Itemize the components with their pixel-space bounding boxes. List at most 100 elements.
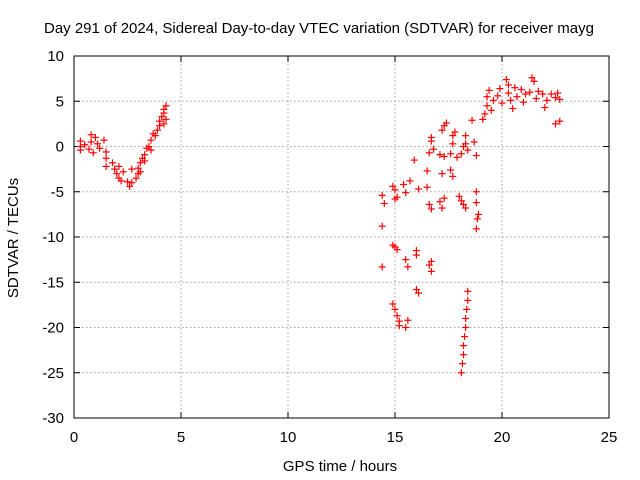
data-point bbox=[459, 342, 467, 350]
data-point bbox=[472, 152, 480, 160]
data-point bbox=[94, 140, 102, 148]
data-point bbox=[427, 257, 435, 265]
data-point bbox=[389, 182, 397, 190]
data-point bbox=[528, 74, 536, 82]
x-tick-label: 10 bbox=[280, 429, 297, 446]
data-point bbox=[464, 146, 472, 154]
data-point bbox=[427, 133, 435, 141]
data-point bbox=[539, 90, 547, 98]
data-point bbox=[430, 145, 438, 153]
data-point bbox=[160, 120, 168, 128]
y-tick-label: 5 bbox=[56, 93, 64, 110]
data-point bbox=[378, 263, 386, 271]
data-point bbox=[453, 153, 461, 161]
data-point bbox=[391, 305, 399, 313]
data-point bbox=[400, 181, 408, 189]
data-point bbox=[504, 81, 512, 89]
data-point bbox=[509, 104, 517, 112]
data-point bbox=[391, 186, 399, 194]
data-point bbox=[425, 149, 433, 157]
data-point bbox=[378, 222, 386, 230]
grid bbox=[74, 56, 609, 418]
data-point bbox=[113, 170, 121, 178]
data-point bbox=[427, 205, 435, 213]
data-point bbox=[522, 90, 530, 98]
data-point bbox=[162, 115, 170, 123]
data-point bbox=[410, 156, 418, 164]
data-point bbox=[483, 102, 491, 110]
data-point bbox=[470, 138, 478, 146]
data-point bbox=[507, 96, 515, 104]
data-point bbox=[462, 314, 470, 322]
data-point bbox=[412, 251, 420, 259]
data-point bbox=[513, 93, 521, 101]
axis-ticks: 0 5 10 15 20 25 10 5 0 -5 -10 -15 -20 -25 -30 bbox=[42, 48, 617, 446]
data-point bbox=[487, 106, 495, 114]
data-point bbox=[128, 179, 136, 187]
data-point bbox=[526, 88, 534, 96]
data-point bbox=[406, 177, 414, 185]
data-point bbox=[473, 215, 481, 223]
data-point bbox=[556, 95, 564, 103]
data-point bbox=[117, 177, 125, 185]
data-point bbox=[136, 159, 144, 167]
data-point bbox=[147, 136, 155, 144]
data-point bbox=[498, 99, 506, 107]
data-point bbox=[462, 204, 470, 212]
data-point bbox=[468, 116, 476, 124]
data-point bbox=[489, 96, 497, 104]
data-point bbox=[464, 296, 472, 304]
data-point bbox=[502, 76, 510, 84]
data-point bbox=[552, 94, 559, 102]
data-point bbox=[442, 119, 450, 127]
data-point bbox=[472, 199, 480, 207]
data-point bbox=[449, 140, 457, 148]
data-point bbox=[449, 172, 457, 180]
data-point bbox=[404, 263, 412, 271]
x-tick-label: 5 bbox=[177, 429, 185, 446]
x-tick-label: 15 bbox=[387, 429, 404, 446]
data-point bbox=[126, 182, 134, 190]
data-point bbox=[552, 120, 559, 128]
data-point bbox=[447, 150, 455, 158]
data-point bbox=[136, 168, 144, 176]
data-point bbox=[534, 87, 542, 95]
data-point bbox=[380, 200, 388, 208]
data-point bbox=[474, 210, 482, 218]
data-point bbox=[102, 154, 110, 162]
data-point bbox=[425, 200, 433, 208]
data-point bbox=[438, 126, 446, 134]
data-point bbox=[423, 183, 431, 191]
y-tick-label: 10 bbox=[47, 48, 64, 65]
x-axis-label: GPS time / hours bbox=[283, 458, 397, 475]
data-point bbox=[532, 95, 540, 103]
y-tick-label: -20 bbox=[42, 320, 64, 337]
data-point bbox=[530, 77, 538, 85]
data-point bbox=[158, 113, 166, 121]
y-axis-label: SDTVAR / TECUs bbox=[5, 178, 22, 298]
data-point bbox=[496, 85, 504, 93]
x-tick-label: 25 bbox=[601, 429, 618, 446]
data-point bbox=[541, 104, 549, 112]
data-point bbox=[472, 188, 480, 196]
data-point bbox=[436, 151, 444, 159]
data-point bbox=[464, 287, 472, 295]
y-tick-label: -30 bbox=[42, 410, 64, 427]
data-point bbox=[402, 324, 410, 331]
y-tick-label: -15 bbox=[42, 274, 64, 291]
data-point bbox=[402, 256, 410, 264]
data-point bbox=[504, 89, 512, 97]
data-point bbox=[76, 146, 84, 154]
data-point bbox=[395, 322, 403, 330]
data-point bbox=[415, 185, 423, 193]
data-point bbox=[111, 165, 119, 173]
data-point bbox=[463, 305, 471, 313]
data-point bbox=[102, 162, 110, 170]
data-point bbox=[462, 140, 470, 148]
chart-title: Day 291 of 2024, Sidereal Day-to-day VTE… bbox=[44, 20, 594, 37]
data-point bbox=[151, 132, 159, 140]
data-point bbox=[462, 132, 470, 140]
data-point bbox=[404, 316, 412, 324]
data-point bbox=[547, 90, 555, 98]
